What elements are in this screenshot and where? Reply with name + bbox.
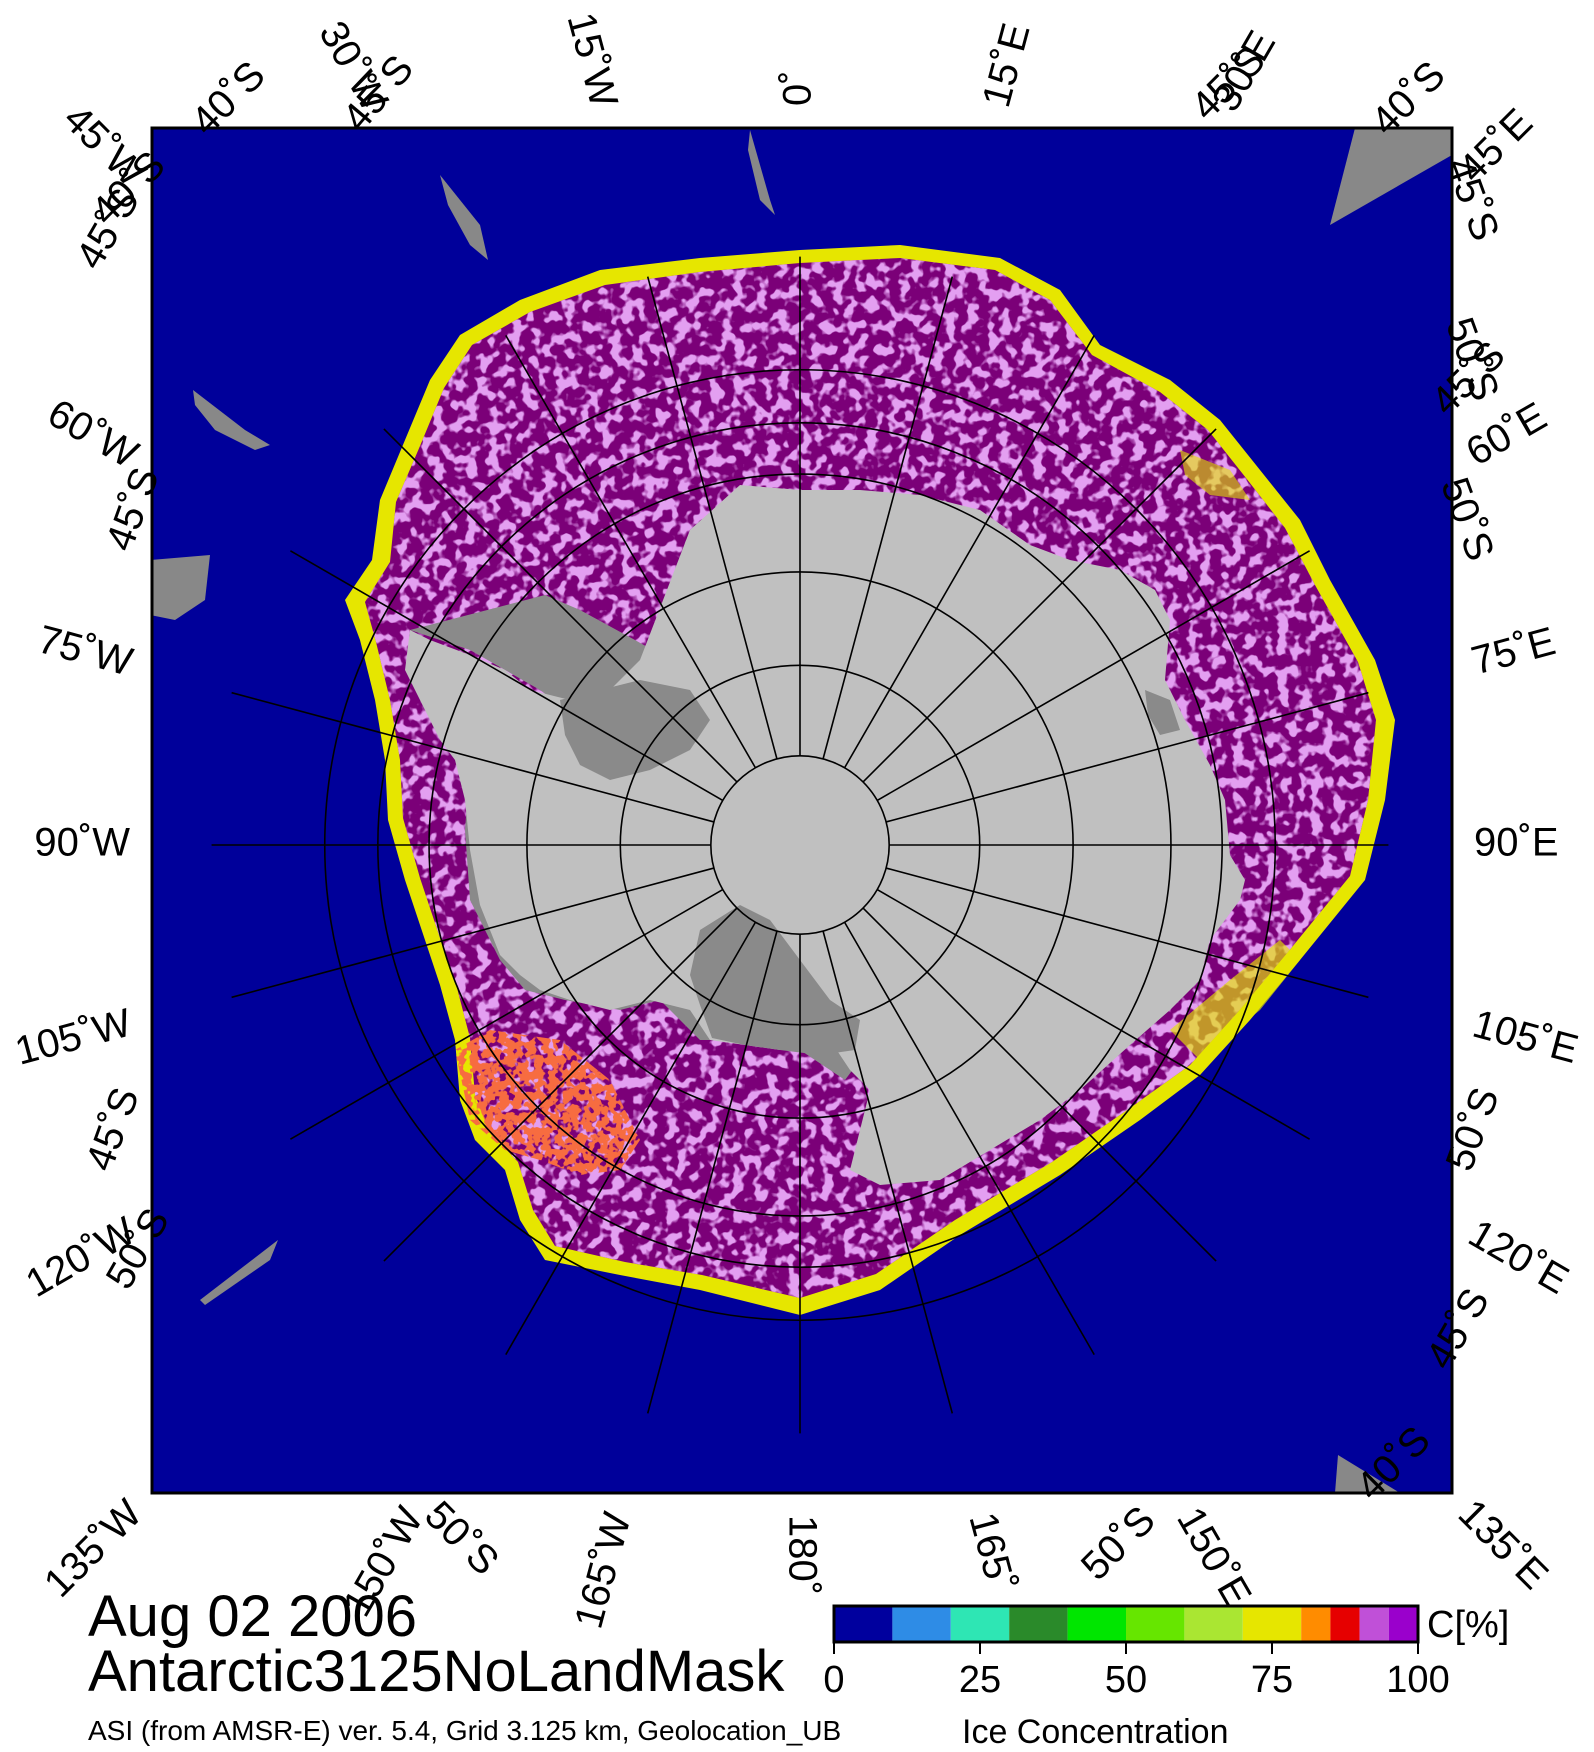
colorbar-bin <box>1067 1606 1126 1642</box>
longitude-label: 90˚E <box>1474 821 1559 865</box>
colorbar-bin <box>1009 1606 1068 1642</box>
meridian-line <box>822 276 954 760</box>
longitude-label: 60˚E <box>1459 394 1554 474</box>
antarctic-ice-shelf-amery <box>1145 690 1180 735</box>
meridian-line <box>843 921 1095 1355</box>
meridian-line <box>822 930 954 1414</box>
longitude-label: 0˚ <box>776 70 820 106</box>
source-description: ASI (from AMSR-E) ver. 5.4, Grid 3.125 k… <box>88 1715 842 1746</box>
colorbar-tick-label: 75 <box>1251 1659 1293 1701</box>
new-zealand-corner <box>1335 1455 1400 1493</box>
meridian-line <box>862 428 1217 783</box>
colorbar-bin <box>1184 1606 1243 1642</box>
colorbar-bin <box>950 1606 1010 1642</box>
map-frame <box>150 126 1454 1495</box>
dataset-name: Antarctic3125NoLandMask <box>88 1639 785 1704</box>
meridian-line <box>505 921 757 1355</box>
colorbar-bin <box>834 1606 893 1642</box>
map-date: Aug 02 2006 <box>88 1584 417 1649</box>
meridian-line <box>885 691 1369 823</box>
longitude-label: 180˚ <box>780 1515 824 1595</box>
colorbar-bin <box>1126 1606 1185 1642</box>
colorbar-tick-label: 0 <box>823 1659 844 1701</box>
antarctic-ice-shelf-ronne <box>560 680 710 780</box>
antarctica-continent <box>405 485 1245 1185</box>
colorbar-tick-label: 50 <box>1105 1659 1147 1701</box>
colorbar-unit: C[%] <box>1427 1604 1510 1646</box>
longitude-label: 165˚ <box>960 1508 1023 1597</box>
latitude-label: 50˚S <box>1073 1498 1164 1589</box>
longitude-label: 165˚W <box>567 1508 640 1633</box>
meridian-line <box>862 907 1217 1262</box>
island-bouvet-shelf <box>748 130 775 215</box>
island-south-america-tip <box>152 555 210 620</box>
longitude-label: 15˚W <box>559 8 626 112</box>
longitude-label: 135˚E <box>1450 1491 1557 1598</box>
colorbar-bin <box>892 1606 951 1642</box>
colorbar-bin <box>1388 1606 1418 1642</box>
quantity-label: Ice Concentration <box>962 1713 1229 1751</box>
colorbar-bin <box>1242 1606 1302 1642</box>
longitude-label: 105˚E <box>1468 1002 1583 1072</box>
longitude-label: 15˚E <box>974 19 1038 112</box>
colorbar-bin <box>1301 1606 1331 1642</box>
colorbar-bin <box>1359 1606 1389 1642</box>
meridian-line <box>289 550 724 802</box>
meridian-line <box>383 428 738 783</box>
longitude-label: 75˚W <box>33 617 137 684</box>
parallel-line <box>710 755 890 935</box>
meridian-line <box>646 276 778 760</box>
meridian-line <box>843 334 1095 769</box>
longitude-label: 90˚W <box>34 821 130 865</box>
meridian-line <box>231 867 715 999</box>
island-falklands <box>193 390 270 450</box>
antarctic-ice-shelf-ross <box>690 905 860 1055</box>
colorbar: 0 25 50 75 100 <box>823 1604 1450 1701</box>
latitude-label: 50˚S <box>416 1493 507 1584</box>
meridian-line <box>383 907 738 1262</box>
meridian-line <box>231 691 715 823</box>
colorbar-tick-label: 25 <box>959 1659 1001 1701</box>
colorbar-bin <box>1330 1606 1360 1642</box>
sea-ice-low-concentration-northeast <box>1180 450 1250 500</box>
longitude-label: 120˚E <box>1461 1211 1575 1302</box>
graticule <box>211 256 1389 1434</box>
meridian-line <box>876 550 1310 802</box>
meridian-line <box>646 930 778 1414</box>
meridian-line <box>505 334 757 769</box>
island-south-georgia <box>440 175 488 260</box>
meridian-line <box>289 888 724 1140</box>
meridian-line <box>885 867 1369 999</box>
latitude-label: 45˚S <box>78 1082 148 1176</box>
tasmania-corner <box>200 1240 278 1305</box>
longitude-label: 75˚E <box>1467 619 1560 683</box>
meridian-line <box>876 888 1310 1140</box>
longitude-label: 105˚W <box>11 1001 136 1074</box>
longitude-label: 150˚E <box>1168 1500 1259 1614</box>
africa-corner <box>1330 128 1452 225</box>
colorbar-tick-label: 100 <box>1386 1659 1449 1701</box>
